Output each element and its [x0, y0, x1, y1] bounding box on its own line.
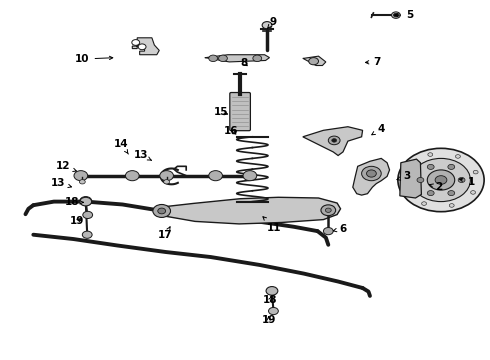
- Circle shape: [209, 171, 222, 181]
- Circle shape: [243, 171, 257, 181]
- Circle shape: [367, 170, 376, 177]
- Circle shape: [158, 208, 166, 214]
- Circle shape: [473, 170, 478, 174]
- Circle shape: [435, 176, 447, 184]
- Text: 11: 11: [263, 217, 282, 233]
- Circle shape: [79, 180, 85, 184]
- Circle shape: [262, 22, 272, 29]
- Circle shape: [449, 204, 454, 207]
- Circle shape: [448, 165, 455, 170]
- Circle shape: [323, 228, 333, 235]
- Circle shape: [80, 197, 92, 205]
- Circle shape: [209, 55, 218, 62]
- Polygon shape: [303, 127, 363, 156]
- Circle shape: [448, 190, 455, 195]
- Text: 14: 14: [114, 139, 129, 154]
- FancyBboxPatch shape: [230, 93, 250, 131]
- Circle shape: [417, 177, 424, 183]
- Circle shape: [427, 165, 434, 170]
- Circle shape: [428, 153, 433, 156]
- Text: 9: 9: [267, 17, 277, 29]
- Polygon shape: [157, 197, 341, 224]
- Circle shape: [80, 197, 92, 206]
- Circle shape: [321, 205, 336, 216]
- Circle shape: [404, 186, 409, 190]
- Text: 7: 7: [366, 57, 381, 67]
- Circle shape: [269, 307, 278, 315]
- Text: 5: 5: [395, 10, 413, 20]
- Circle shape: [362, 166, 381, 181]
- Circle shape: [392, 12, 400, 18]
- Text: 12: 12: [55, 161, 76, 171]
- Text: 2: 2: [429, 182, 442, 192]
- Circle shape: [427, 190, 434, 195]
- Circle shape: [132, 40, 140, 45]
- Circle shape: [421, 202, 426, 205]
- Circle shape: [83, 211, 93, 219]
- Text: 19: 19: [261, 315, 276, 325]
- Circle shape: [393, 13, 398, 17]
- Text: 15: 15: [214, 107, 229, 117]
- Circle shape: [427, 170, 455, 190]
- Text: 4: 4: [372, 124, 385, 135]
- Text: 8: 8: [241, 58, 247, 68]
- Circle shape: [138, 44, 146, 50]
- Circle shape: [309, 58, 318, 65]
- Circle shape: [328, 136, 340, 145]
- Text: 1: 1: [460, 177, 475, 187]
- Text: 10: 10: [75, 54, 113, 64]
- Circle shape: [82, 231, 92, 238]
- Circle shape: [412, 158, 470, 202]
- Circle shape: [456, 155, 461, 158]
- Text: 17: 17: [158, 227, 173, 240]
- Circle shape: [325, 208, 331, 212]
- Circle shape: [332, 139, 337, 142]
- Circle shape: [398, 148, 484, 212]
- Text: 13: 13: [134, 150, 151, 160]
- Circle shape: [125, 171, 139, 181]
- Text: 16: 16: [224, 126, 239, 136]
- Circle shape: [219, 55, 227, 62]
- Text: 3: 3: [397, 171, 410, 181]
- Polygon shape: [132, 38, 159, 55]
- Circle shape: [458, 177, 465, 183]
- Polygon shape: [353, 158, 390, 195]
- Text: 6: 6: [333, 224, 346, 234]
- Circle shape: [153, 204, 171, 217]
- Circle shape: [74, 171, 88, 181]
- Text: 18: 18: [65, 197, 83, 207]
- Text: 19: 19: [70, 216, 85, 226]
- Circle shape: [164, 180, 170, 184]
- Text: 18: 18: [263, 294, 278, 305]
- Polygon shape: [400, 159, 421, 198]
- Circle shape: [470, 191, 475, 194]
- Polygon shape: [303, 56, 326, 66]
- Circle shape: [160, 171, 173, 181]
- Text: 13: 13: [50, 178, 72, 188]
- Polygon shape: [205, 55, 270, 62]
- Circle shape: [253, 55, 262, 62]
- Circle shape: [407, 166, 412, 169]
- Circle shape: [266, 287, 278, 295]
